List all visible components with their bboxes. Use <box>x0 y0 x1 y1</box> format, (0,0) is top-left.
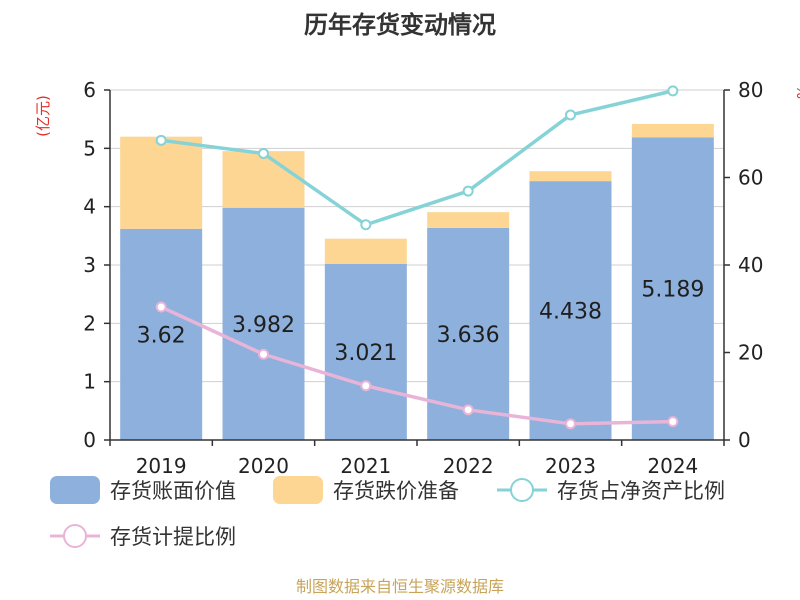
line-point <box>667 85 679 97</box>
legend-label: 存货占净资产比例 <box>557 479 725 503</box>
bar-value-label: 3.021 <box>334 341 397 366</box>
bar <box>631 123 714 138</box>
bar <box>324 263 407 440</box>
left-tick-label: 1 <box>83 370 96 394</box>
line-point <box>360 380 372 392</box>
line-point <box>565 418 576 430</box>
bar-value-label: 3.982 <box>232 313 295 338</box>
left-tick-label: 2 <box>83 311 96 335</box>
bar-value-label: 3.62 <box>137 323 186 348</box>
legend-label: 存货账面价值 <box>110 479 236 503</box>
bar <box>529 171 612 182</box>
x-tick-label: 2023 <box>545 454 596 478</box>
right-tick-label: 40 <box>738 253 763 277</box>
bar <box>631 137 714 440</box>
bar <box>529 181 612 440</box>
left-tick-label: 0 <box>83 428 96 452</box>
bar-series <box>120 123 714 440</box>
series-line <box>160 305 673 426</box>
chart-title: 历年存货变动情况 <box>304 11 496 39</box>
line-point <box>565 109 576 121</box>
bar <box>222 151 305 208</box>
line-point <box>258 348 269 360</box>
right-tick-label: 20 <box>738 341 763 365</box>
line-series <box>155 85 679 430</box>
right-axis-unit: % <box>793 85 800 99</box>
bar-value-label: 3.636 <box>437 323 500 348</box>
x-tick-label: 2020 <box>238 454 289 478</box>
data-labels: 3.62 3.982 3.021 3.636 4.438 5.189 <box>137 278 705 366</box>
left-tick-label: 6 <box>83 78 96 102</box>
legend-marker <box>510 478 534 502</box>
bar <box>120 228 203 440</box>
left-tick-label: 4 <box>83 195 96 219</box>
line-point <box>155 301 167 313</box>
legend-label: 存货跌价准备 <box>333 479 459 503</box>
legend-marker <box>63 524 87 548</box>
bar <box>324 238 407 264</box>
right-tick-label: 0 <box>738 428 751 452</box>
right-tick-label: 60 <box>738 166 763 190</box>
line-point <box>462 185 474 197</box>
source-note: 制图数据来自恒生聚源数据库 <box>296 577 504 596</box>
legend-label: 存货计提比例 <box>110 525 236 549</box>
line-point <box>667 416 679 428</box>
legend-swatch <box>50 476 100 504</box>
line-point <box>360 219 372 231</box>
x-tick-label: 2021 <box>340 454 391 478</box>
line-point <box>462 404 474 416</box>
line-point <box>155 134 167 146</box>
left-tick-label: 3 <box>83 253 96 277</box>
bar <box>222 207 305 440</box>
left-tick-label: 5 <box>83 136 96 160</box>
legend-swatch <box>273 476 323 504</box>
bar-value-label: 4.438 <box>539 300 602 325</box>
bar <box>120 136 203 229</box>
x-tick-label: 2024 <box>647 454 698 478</box>
x-tick-label: 2022 <box>443 454 494 478</box>
bar <box>427 212 510 228</box>
bar-value-label: 5.189 <box>641 278 704 303</box>
left-axis-unit: (亿元) <box>34 95 52 137</box>
line-point <box>258 147 269 159</box>
right-tick-label: 80 <box>738 78 763 102</box>
series-line <box>160 89 674 227</box>
x-tick-label: 2019 <box>136 454 187 478</box>
